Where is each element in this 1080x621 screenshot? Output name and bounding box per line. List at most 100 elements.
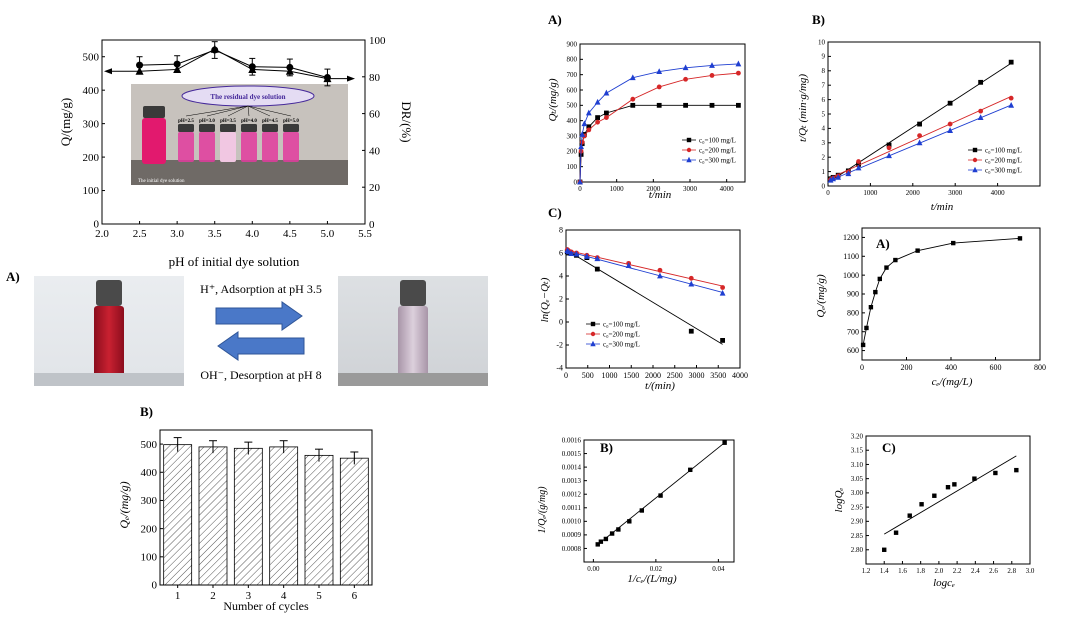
pseudo-second-order-point [1008, 101, 1015, 108]
cycle-xtick-label: 2 [210, 590, 216, 602]
kinetics-point [585, 109, 592, 116]
dr-right-arrowhead [347, 75, 355, 82]
pseudo-second-order-ytick-label: 3 [822, 139, 826, 147]
kinetics-point [709, 62, 715, 68]
kinetics-ytick-label: 800 [567, 56, 578, 64]
langmuir-ytick-label: 0.0012 [562, 491, 582, 499]
kinetics-ytick-label: 700 [567, 71, 578, 79]
freundlich-xtick-label: 2.4 [971, 567, 980, 575]
ph-ytick-label: 400 [83, 85, 100, 97]
adsorption-text: H⁺, Adsorption at pH 3.5 [200, 282, 322, 296]
kinetics-plot-frame [579, 43, 746, 183]
pseudo-second-order-point [947, 100, 953, 106]
isotherm-ytick-label: 700 [847, 327, 859, 336]
freundlich-xtick-label: 2.2 [953, 567, 962, 575]
pseudo-first-order-xtick-label: 4000 [732, 371, 748, 380]
pseudo-first-order-legend-label: c₀=100 mg/L [603, 320, 640, 328]
residual-vial-cap [262, 124, 278, 132]
kinetics-legend-marker [686, 156, 692, 163]
pseudo-second-order-ytick-label: 1 [822, 168, 826, 176]
residual-vial-label: pH=3.5 [220, 119, 236, 124]
cycles-ytick-label: 100 [141, 551, 158, 563]
pseudo-first-order-legend-label: c₀=200 mg/L [603, 330, 640, 338]
kinetics-legend-label: c₀=300 mg/L [699, 156, 736, 164]
kinetics-point [603, 89, 610, 96]
langmuir-point [639, 508, 645, 513]
cycle-bar [198, 446, 228, 586]
kinetics-point [709, 73, 715, 78]
residual-vial-label: pH=4.5 [262, 119, 278, 124]
isotherm-xtick-label: 600 [990, 363, 1002, 372]
pseudo-second-order-ytick-label: 8 [822, 67, 826, 75]
langmuir-ytick-label: 0.0015 [562, 450, 582, 458]
ph-y2tick-label: 40 [369, 145, 381, 157]
ph-effect-xlabel: pH of initial dye solution [169, 254, 300, 269]
ph-y2tick-label: 100 [369, 35, 386, 47]
kinetics-xtick-label: 2000 [646, 185, 661, 193]
initial-dye-label: The initial dye solution [138, 179, 185, 184]
pseudo-second-order-legend-label: c₀=300 mg/L [985, 166, 1022, 174]
q-point [211, 46, 219, 54]
pseudo-first-order-ytick-label: 6 [559, 249, 563, 258]
ph-xtick-label: 3.0 [170, 228, 184, 240]
freundlich-ytick-label: 2.80 [851, 546, 864, 554]
kinetics-xtick-label: 3000 [683, 185, 698, 193]
kinetics-point [656, 102, 662, 108]
kinetics-point [579, 131, 586, 137]
pseudo-second-order-ytick-label: 4 [822, 125, 826, 133]
isotherm-ytick-label: 1000 [843, 271, 859, 280]
ph-y2tick-label: 0 [369, 219, 375, 231]
pseudo-second-order-xtick-label: 4000 [991, 189, 1006, 197]
residual-vial-cap [241, 124, 257, 132]
freundlich-point [993, 470, 998, 476]
kinetics-point [656, 84, 662, 90]
inset-pointer-line [247, 105, 271, 117]
pseudo-second-order-point [855, 164, 862, 171]
langmuir-plot-frame [583, 439, 735, 563]
pseudo-first-order-xtick-label: 1500 [623, 371, 639, 380]
panel-label-C-pfo: C) [548, 205, 562, 220]
langmuir-ytick-label: 0.0013 [562, 477, 582, 485]
vial-photo-desorbed [338, 276, 488, 386]
pseudo-second-order-point [835, 173, 842, 180]
langmuir-point [616, 527, 621, 532]
residual-vial [241, 132, 257, 162]
freundlich-fit-line [883, 455, 1017, 535]
freundlich-xtick-label: 2.8 [1007, 567, 1016, 575]
pseudo-second-order-point [947, 127, 954, 133]
pseudo-second-order-ytick-label: 0 [822, 182, 826, 190]
isotherm-ytick-label: 600 [847, 346, 859, 355]
cycle-xtick-label: 1 [175, 590, 181, 602]
pseudo-second-order-point [978, 108, 984, 114]
dr-left-arrowhead [104, 68, 112, 75]
q-series-line [139, 49, 328, 78]
pseudo-second-order-point [1008, 95, 1014, 101]
pseudo-second-order-point [856, 159, 861, 164]
isotherm-xlabel: cₑ/(mg/L) [932, 376, 973, 388]
langmuir-xtick-label: 0.00 [587, 565, 600, 573]
residual-vials: pH=2.5 pH=3.0 pH=3.5 pH=4.0 pH=4.5 pH=5.0 [178, 105, 299, 162]
freundlich-point [919, 502, 924, 507]
vial-cap [96, 280, 122, 306]
pseudo-first-order-point [720, 285, 725, 290]
pseudo-first-order-xtick-label: 2000 [645, 371, 661, 380]
pseudo-first-order-ytick-label: -2 [556, 341, 563, 350]
pseudo-first-order-ytick-label: 2 [559, 295, 563, 304]
cycles-ytick-label: 200 [141, 523, 158, 535]
langmuir-ylabel: 1/Qₑ/(g/mg) [537, 486, 548, 534]
residual-vial-label: pH=5.0 [283, 119, 299, 124]
q-point [323, 73, 331, 81]
langmuir-point [722, 440, 727, 445]
cycles-ytick-label: 300 [141, 495, 158, 507]
vial-photo-adsorbed [34, 276, 184, 386]
freundlich-point [952, 482, 957, 487]
kinetics-ytick-label: 500 [567, 102, 578, 110]
kinetics-point [578, 143, 584, 150]
cycles-ytick-label: 0 [152, 580, 158, 592]
kinetics-xlabel: t/min [649, 189, 672, 201]
pseudo-second-order-point [917, 121, 922, 127]
pseudo-second-order-xtick-label: 0 [826, 189, 830, 197]
residual-vial [199, 132, 215, 162]
pseudo-first-order-fit-line [567, 250, 723, 345]
